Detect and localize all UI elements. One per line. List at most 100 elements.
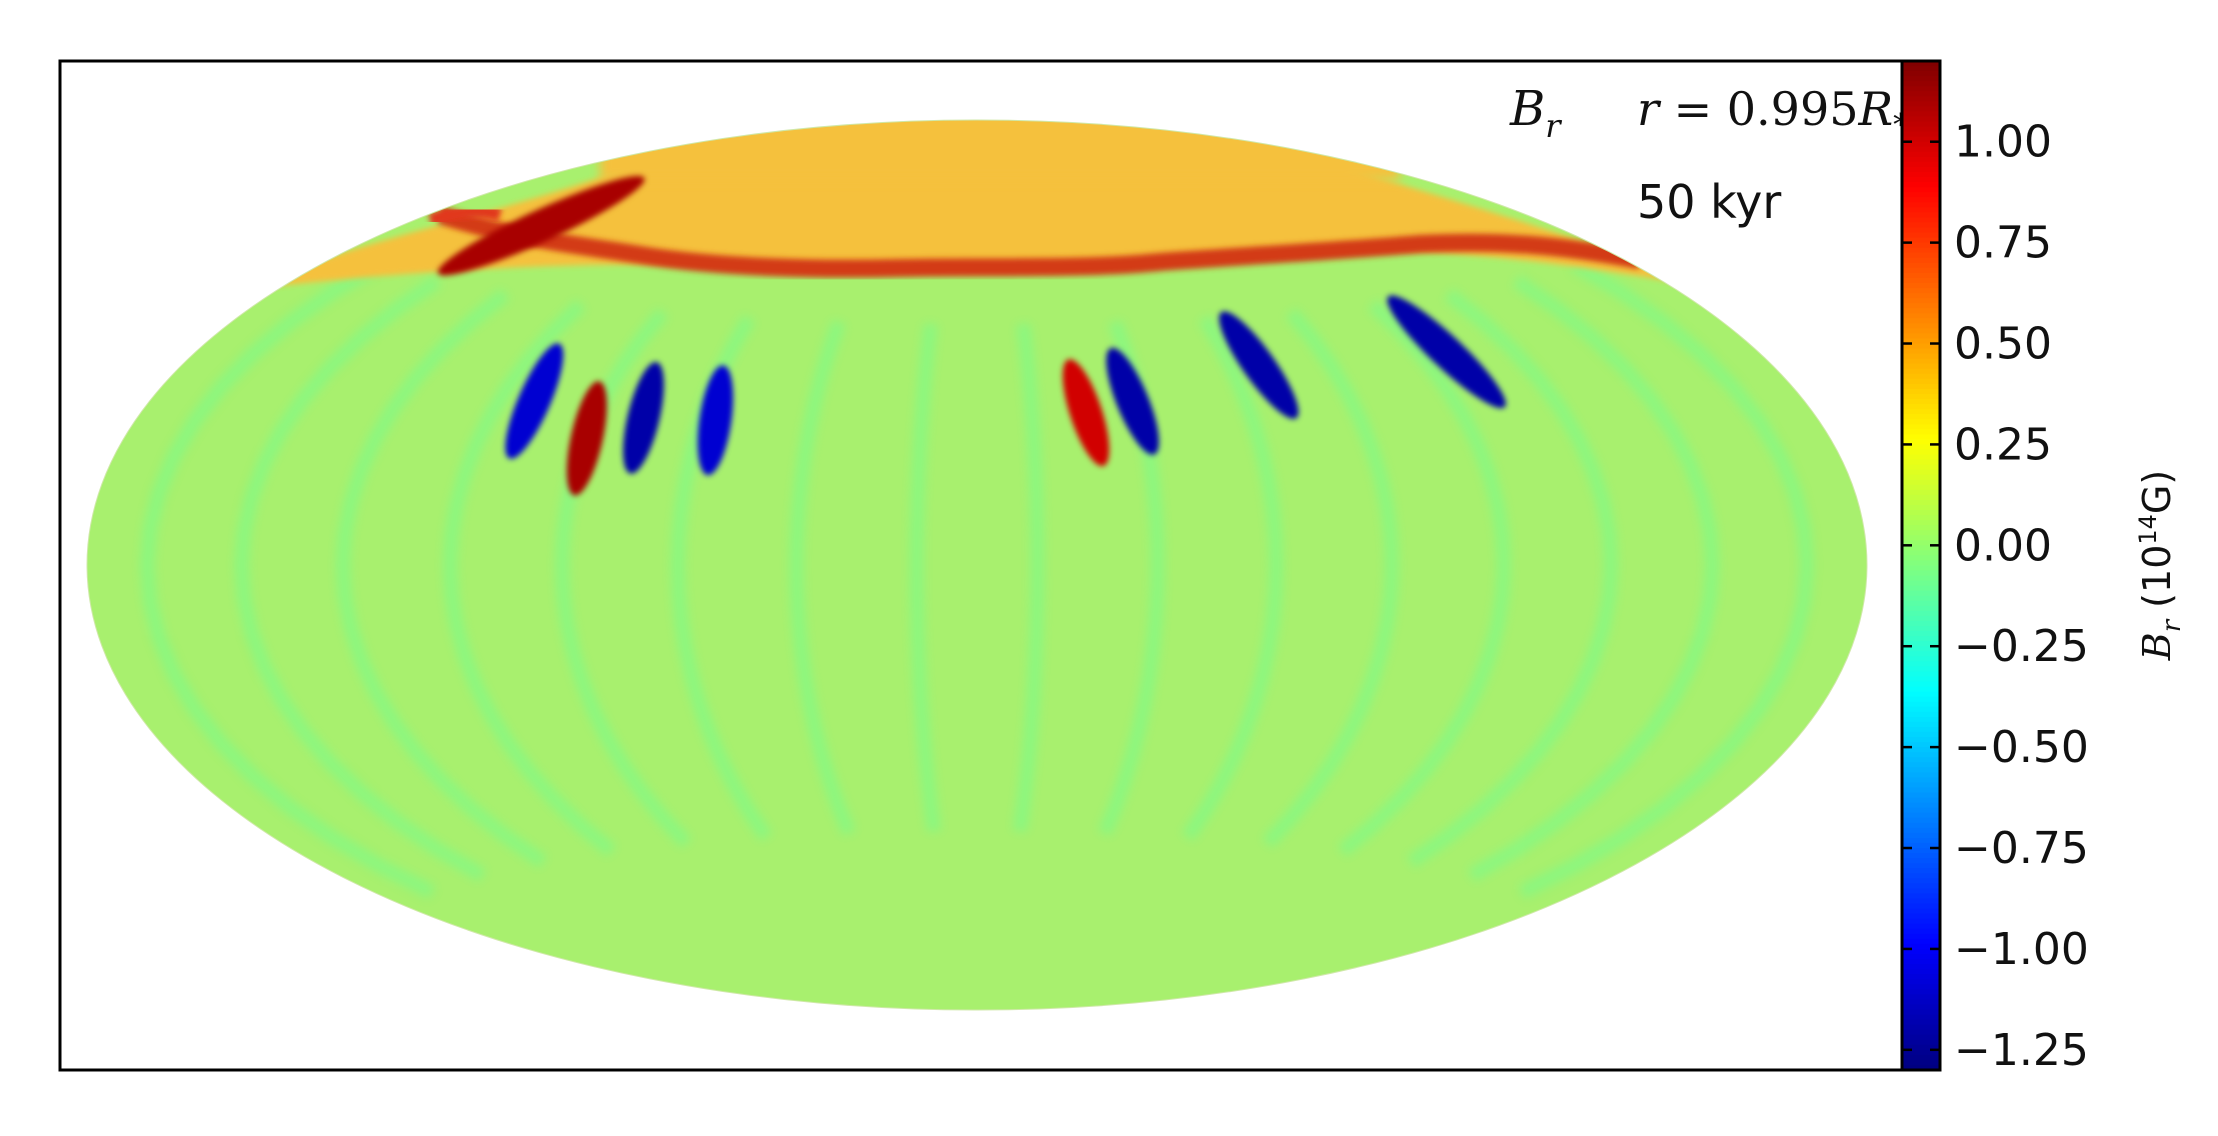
colorbar-cell bbox=[1902, 605, 1940, 612]
colorbar-cell bbox=[1902, 182, 1940, 188]
colorbar-cell bbox=[1902, 933, 1940, 940]
colorbar-cell bbox=[1902, 762, 1940, 768]
colorbar-cell bbox=[1902, 878, 1940, 884]
colorbar-cell bbox=[1902, 1054, 1940, 1061]
colorbar-cell bbox=[1902, 308, 1940, 314]
negative-flux-blob bbox=[1387, 295, 1506, 409]
colorbar-cell bbox=[1902, 701, 1940, 708]
colorbar-cell bbox=[1902, 91, 1940, 97]
colorbar-cell bbox=[1902, 923, 1940, 930]
colorbar-cell bbox=[1902, 61, 1940, 67]
colorbar-cell bbox=[1902, 338, 1940, 345]
colorbar-frame bbox=[1900, 59, 1942, 1072]
meridional-stripe bbox=[1407, 288, 1619, 868]
colorbar-cell bbox=[1902, 96, 1940, 102]
colorbar-cell bbox=[1902, 898, 1940, 905]
colorbar-cell bbox=[1902, 267, 1940, 274]
colorbar-cell bbox=[1902, 1019, 1940, 1026]
colorbar-cell bbox=[1902, 1014, 1940, 1021]
colorbar-cell bbox=[1902, 111, 1940, 118]
colorbar-cell bbox=[1902, 1024, 1940, 1031]
colorbar-cell bbox=[1902, 964, 1940, 970]
negative-flux-blob bbox=[623, 362, 664, 474]
colorbar-tick-label: 0.50 bbox=[1954, 319, 2052, 370]
colorbar-cell bbox=[1902, 424, 1940, 430]
colorbar-cell bbox=[1902, 454, 1940, 461]
meridional-stripe bbox=[443, 299, 617, 857]
colorbar-cell bbox=[1902, 651, 1940, 657]
meridional-stripe bbox=[335, 288, 547, 868]
colorbar-cell bbox=[1902, 953, 1940, 960]
colorbar-cell bbox=[1902, 192, 1940, 198]
colorbar-cell bbox=[1902, 560, 1940, 567]
colorbar-cell bbox=[1902, 802, 1940, 809]
colorbar-cell bbox=[1902, 510, 1940, 516]
field-symbol: B bbox=[1509, 81, 1545, 137]
colorbar-cell bbox=[1902, 434, 1940, 440]
positive-flux-blob bbox=[437, 176, 645, 276]
radius-lhs: r bbox=[1637, 82, 1662, 136]
colorbar-cell bbox=[1902, 414, 1940, 420]
colorbar-cell bbox=[1902, 474, 1940, 481]
svg-text:Br: Br bbox=[1509, 81, 1562, 145]
colorbar-cell bbox=[1902, 177, 1940, 183]
colorbar-cell bbox=[1902, 479, 1940, 486]
colorbar-gradient bbox=[1902, 61, 1940, 1071]
colorbar-cell bbox=[1902, 499, 1940, 506]
colorbar-cell bbox=[1902, 141, 1940, 148]
colorbar-ticks: 1.00 0.75 0.50 0.25 0.00 −0.25 −0.50 −0.75 −1.00… bbox=[1902, 117, 2089, 1076]
colorbar-cell bbox=[1902, 530, 1940, 536]
colorbar-cell bbox=[1902, 378, 1940, 385]
radius-R: R bbox=[1857, 82, 1893, 136]
colorbar-cell bbox=[1902, 156, 1940, 163]
colorbar-cell bbox=[1902, 106, 1940, 113]
map-outline bbox=[86, 119, 1868, 1011]
colorbar-cell bbox=[1902, 580, 1940, 587]
colorbar-cell bbox=[1902, 227, 1940, 234]
colorbar-cell bbox=[1902, 631, 1940, 637]
colorbar-cell bbox=[1902, 661, 1940, 667]
colorbar-cell bbox=[1902, 827, 1940, 834]
colorbar-cell bbox=[1902, 212, 1940, 218]
colorbar-cell bbox=[1902, 318, 1940, 324]
field-subscript: r bbox=[1545, 107, 1562, 145]
svg-text:r = 0.995R*: r = 0.995R* bbox=[1637, 82, 1908, 143]
colorbar-cell bbox=[1902, 1044, 1940, 1051]
colorbar-cell bbox=[1902, 151, 1940, 158]
colorbar-label-unit-open: (10 bbox=[2135, 545, 2179, 608]
colorbar-cell bbox=[1902, 197, 1940, 203]
colorbar-cell bbox=[1902, 747, 1940, 753]
colorbar-cell bbox=[1902, 575, 1940, 582]
colorbar-cell bbox=[1902, 116, 1940, 123]
colorbar-cell bbox=[1902, 737, 1940, 743]
colorbar-cell bbox=[1902, 706, 1940, 713]
colorbar-cell bbox=[1902, 832, 1940, 839]
colorbar-cell bbox=[1902, 383, 1940, 390]
colorbar-label: Br (1014G) bbox=[2134, 470, 2187, 661]
positive-ring bbox=[437, 206, 1642, 278]
colorbar-cell bbox=[1902, 731, 1940, 738]
colorbar-cell bbox=[1902, 393, 1940, 400]
flux-features bbox=[437, 176, 1506, 496]
colorbar-cell bbox=[1902, 1029, 1940, 1036]
colorbar-cell bbox=[1902, 868, 1940, 874]
colorbar-cell bbox=[1902, 171, 1940, 178]
colorbar-cell bbox=[1902, 202, 1940, 208]
colorbar-cell bbox=[1902, 943, 1940, 950]
colorbar-cell bbox=[1902, 520, 1940, 526]
colorbar-cell bbox=[1902, 1059, 1940, 1066]
colorbar-cell bbox=[1902, 858, 1940, 864]
colorbar-cell bbox=[1902, 207, 1940, 213]
colorbar-cell bbox=[1902, 974, 1940, 980]
colorbar-cell bbox=[1902, 893, 1940, 900]
colorbar-cell bbox=[1902, 621, 1940, 627]
colorbar-cell bbox=[1902, 298, 1940, 304]
colorbar-cell bbox=[1902, 696, 1940, 703]
colorbar-cell bbox=[1902, 1064, 1940, 1071]
negative-flux-blob bbox=[505, 343, 564, 459]
annotation-radius: r = 0.995R* bbox=[1637, 82, 1908, 143]
colorbar-cell bbox=[1902, 257, 1940, 264]
colorbar-cell bbox=[1902, 272, 1940, 279]
colorbar-cell bbox=[1902, 363, 1940, 370]
colorbar-cell bbox=[1902, 373, 1940, 380]
